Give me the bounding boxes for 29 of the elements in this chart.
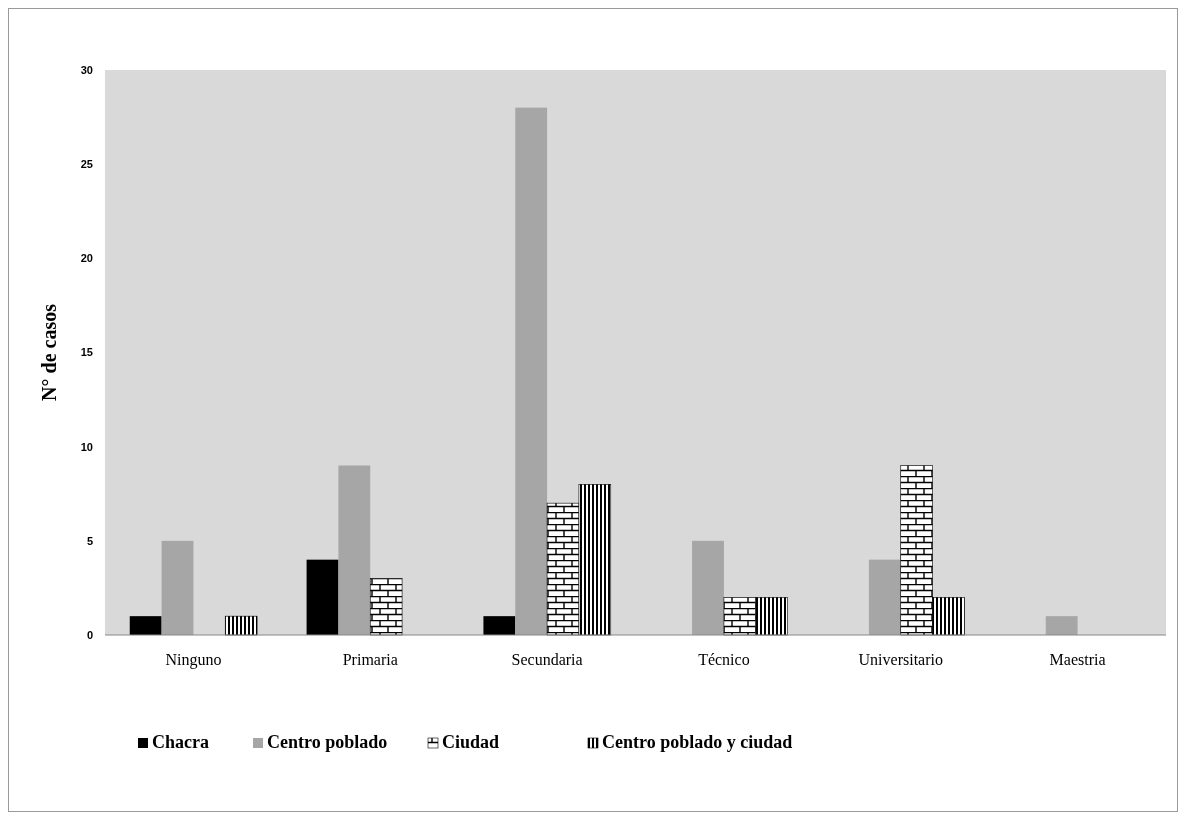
bar	[306, 559, 339, 635]
bar	[515, 107, 548, 635]
bar	[692, 540, 724, 635]
y-axis-title: N° de casos	[38, 303, 60, 401]
bar	[224, 615, 258, 636]
bar	[483, 616, 516, 635]
y-tick-label: 5	[86, 534, 93, 547]
bar	[1045, 616, 1078, 635]
y-tick-label: 15	[80, 346, 93, 359]
bar	[868, 559, 901, 635]
x-tick-label: Técnico	[698, 651, 750, 668]
legend-label: Chacra	[152, 732, 209, 752]
legend-label: Centro poblado y ciudad	[602, 732, 793, 752]
y-tick-label: 10	[80, 440, 93, 453]
y-tick-label: 0	[86, 628, 93, 641]
x-tick-label: Ninguno	[165, 651, 222, 669]
x-tick-label: Secundaria	[511, 651, 583, 668]
legend-label: Centro poblado	[267, 732, 388, 752]
bar	[129, 616, 162, 635]
x-tick-label: Primaria	[342, 651, 398, 668]
x-tick-label: Maestria	[1049, 651, 1106, 668]
bar	[161, 540, 194, 635]
bar	[369, 578, 403, 636]
x-tick-label: Universitario	[858, 651, 943, 668]
y-tick-label: 25	[80, 158, 93, 171]
bar	[338, 465, 371, 635]
legend-label: Ciudad	[442, 732, 500, 752]
y-tick-label: 30	[80, 63, 93, 76]
y-tick-label: 20	[80, 252, 93, 265]
